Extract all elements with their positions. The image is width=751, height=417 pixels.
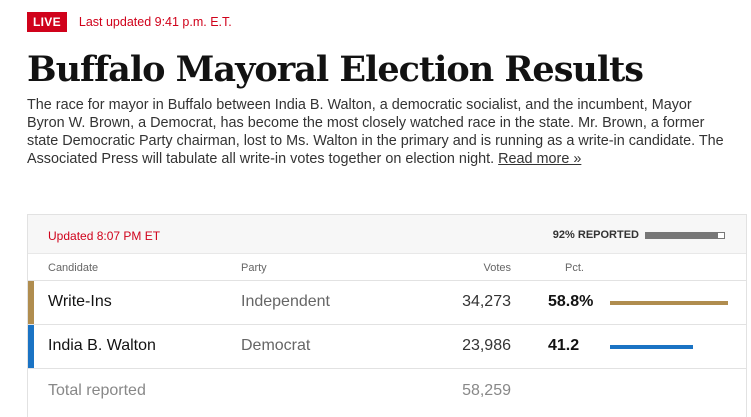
candidate-votes: 34,273 bbox=[462, 293, 511, 310]
total-row: Total reported 58,259 bbox=[28, 369, 746, 413]
column-candidate: Candidate bbox=[48, 262, 99, 274]
reported-label: 92% REPORTED bbox=[552, 229, 639, 241]
results-table: Updated 8:07 PM ET 92% REPORTED Candidat… bbox=[27, 214, 747, 417]
read-more-link[interactable]: Read more » bbox=[498, 151, 582, 167]
candidate-pct-bar bbox=[610, 301, 728, 305]
candidate-color-stripe bbox=[28, 281, 34, 324]
candidate-party: Independent bbox=[241, 293, 330, 310]
candidate-pct: 58.8% bbox=[548, 293, 594, 310]
live-badge: LIVE bbox=[27, 12, 67, 32]
candidate-name: Write-Ins bbox=[48, 293, 112, 310]
total-label: Total reported bbox=[48, 382, 146, 399]
description-text: The race for mayor in Buffalo between In… bbox=[27, 97, 724, 167]
reported-indicator: 92% REPORTED bbox=[553, 229, 725, 241]
candidate-pct: 41.2 bbox=[548, 337, 580, 354]
article-description: The race for mayor in Buffalo between In… bbox=[27, 96, 727, 168]
candidate-color-stripe bbox=[28, 325, 34, 368]
reported-progress-bar bbox=[645, 231, 725, 239]
column-votes: Votes bbox=[483, 262, 511, 274]
reported-progress-fill bbox=[646, 232, 718, 238]
column-pct: Pct. bbox=[565, 262, 584, 274]
column-party: Party bbox=[241, 262, 267, 274]
table-row: Write-Ins Independent 34,273 58.8% bbox=[28, 281, 746, 325]
column-headers: Candidate Party Votes Pct. bbox=[28, 254, 746, 281]
candidate-votes: 23,986 bbox=[462, 337, 511, 354]
page-title: Buffalo Mayoral Election Results bbox=[27, 49, 644, 90]
live-status: LIVE Last updated 9:41 p.m. E.T. bbox=[27, 12, 232, 32]
results-header: Updated 8:07 PM ET 92% REPORTED bbox=[28, 215, 746, 254]
table-row: India B. Walton Democrat 23,986 41.2 bbox=[28, 325, 746, 369]
candidate-pct-bar bbox=[610, 345, 693, 349]
last-updated-text: Last updated 9:41 p.m. E.T. bbox=[78, 15, 232, 29]
candidate-name: India B. Walton bbox=[48, 337, 156, 354]
results-updated-text: Updated 8:07 PM ET bbox=[48, 229, 161, 243]
candidate-party: Democrat bbox=[241, 337, 311, 354]
total-votes: 58,259 bbox=[462, 382, 511, 399]
